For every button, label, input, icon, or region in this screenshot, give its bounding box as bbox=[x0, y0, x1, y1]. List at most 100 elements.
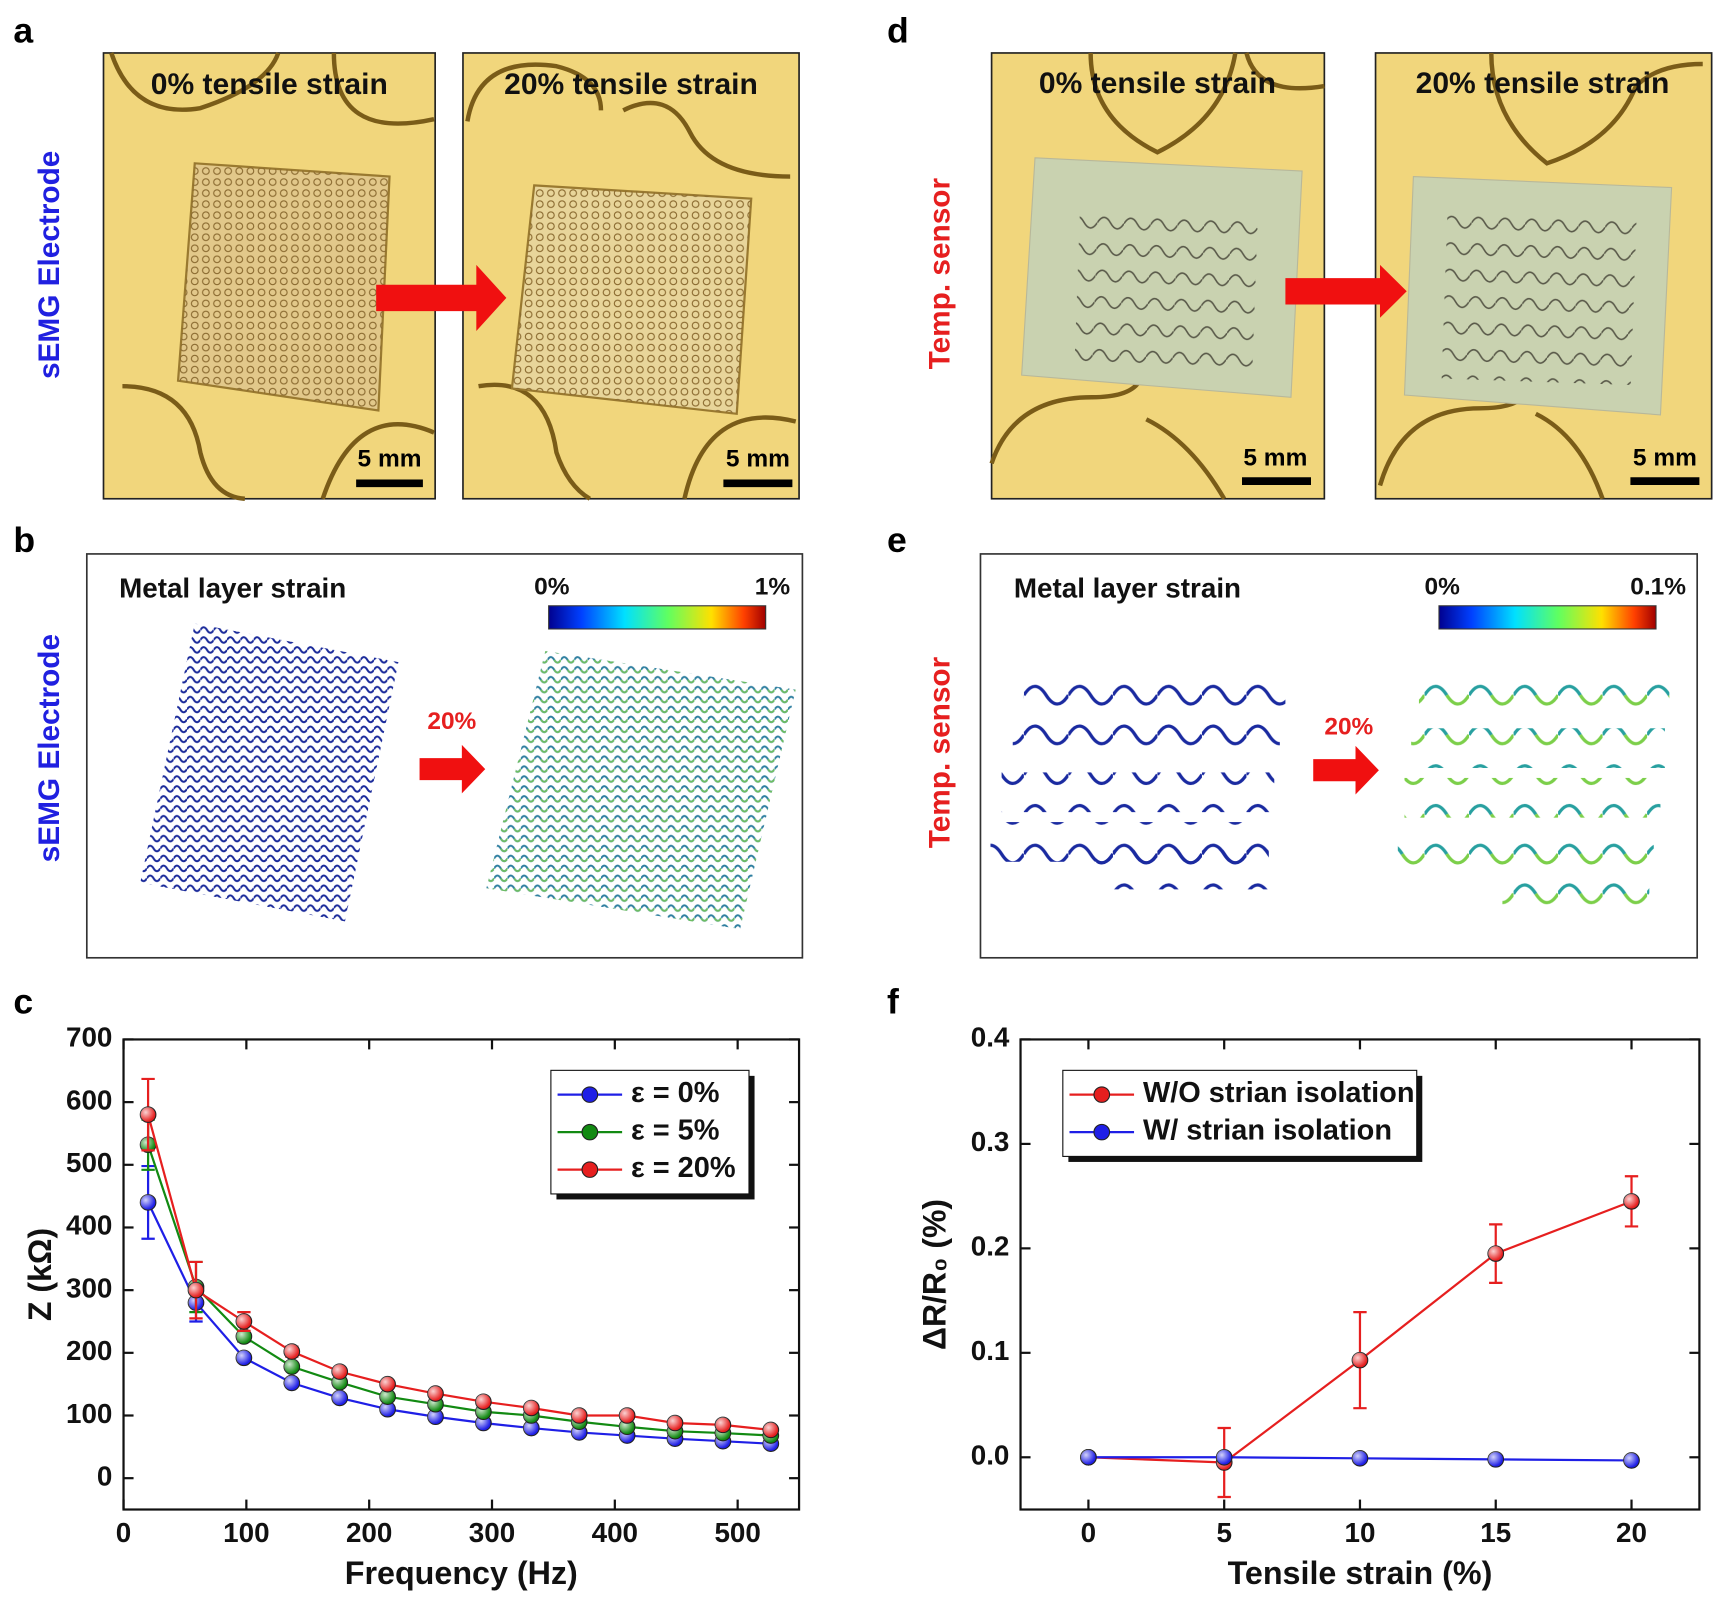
point-highlight bbox=[475, 1393, 492, 1410]
y-axis-label: Z (kΩ) bbox=[22, 1228, 58, 1321]
serpentine-sim bbox=[990, 673, 1286, 890]
sim-title: Metal layer strain bbox=[1014, 573, 1241, 604]
photo-caption: 20% tensile strain bbox=[1416, 67, 1670, 100]
panel-letter: b bbox=[13, 520, 35, 560]
y-tick-label: 300 bbox=[66, 1273, 112, 1304]
arrow-label: 20% bbox=[427, 708, 476, 735]
point-highlight bbox=[236, 1350, 252, 1366]
side-label: sEMG Electrode bbox=[33, 151, 66, 379]
point-highlight bbox=[236, 1313, 252, 1330]
point-highlight bbox=[236, 1328, 252, 1345]
x-axis-label: Frequency (Hz) bbox=[345, 1555, 578, 1591]
point-highlight bbox=[763, 1422, 779, 1438]
x-tick-label: 20 bbox=[1616, 1517, 1647, 1548]
scale-bar-label: 5 mm bbox=[1633, 445, 1697, 472]
panel-letter: f bbox=[887, 982, 899, 1022]
point-highlight bbox=[523, 1400, 540, 1416]
point-highlight bbox=[427, 1409, 444, 1425]
photo-caption: 0% tensile strain bbox=[151, 68, 388, 101]
point-highlight bbox=[1080, 1449, 1097, 1466]
point-highlight bbox=[715, 1417, 731, 1433]
photo bbox=[989, 52, 1326, 500]
x-tick-label: 300 bbox=[469, 1517, 515, 1548]
arrow bbox=[376, 264, 507, 332]
serpentine-sim bbox=[1397, 678, 1670, 912]
point-highlight bbox=[427, 1385, 444, 1402]
legend-box bbox=[1062, 1069, 1418, 1157]
legend-marker bbox=[1093, 1086, 1111, 1103]
arrow bbox=[419, 744, 486, 794]
side-label: Temp. sensor bbox=[923, 178, 956, 370]
y-tick-label: 0 bbox=[97, 1461, 112, 1492]
mesh-sim bbox=[486, 651, 796, 930]
x-tick-label: 5 bbox=[1216, 1517, 1231, 1548]
photo bbox=[1374, 52, 1713, 500]
point-highlight bbox=[1487, 1451, 1504, 1468]
photo bbox=[102, 52, 436, 501]
colorbar-min: 0% bbox=[1425, 574, 1461, 601]
legend-label: ε = 5% bbox=[631, 1115, 719, 1147]
point-highlight bbox=[379, 1376, 396, 1392]
arrow bbox=[1285, 264, 1407, 318]
point-highlight bbox=[379, 1388, 396, 1405]
legend-marker bbox=[581, 1086, 599, 1103]
x-tick-label: 0 bbox=[116, 1517, 131, 1548]
x-axis-label: Tensile strain (%) bbox=[1228, 1555, 1493, 1591]
legend-marker bbox=[581, 1123, 599, 1141]
y-tick-label: 100 bbox=[66, 1398, 112, 1429]
y-tick-label: 0.0 bbox=[971, 1440, 1010, 1471]
point-highlight bbox=[140, 1194, 156, 1211]
y-tick-label: 0.3 bbox=[971, 1126, 1010, 1157]
x-tick-label: 400 bbox=[592, 1517, 638, 1548]
y-tick-label: 700 bbox=[66, 1022, 112, 1053]
point-highlight bbox=[284, 1375, 300, 1391]
photo-caption: 0% tensile strain bbox=[1039, 67, 1276, 100]
y-tick-label: 0.4 bbox=[971, 1022, 1010, 1053]
plot-frame bbox=[122, 1038, 801, 1511]
sim-title: Metal layer strain bbox=[119, 573, 346, 604]
colorbar-min: 0% bbox=[534, 574, 570, 601]
point-highlight bbox=[331, 1363, 348, 1380]
legend-label: W/ strian isolation bbox=[1143, 1115, 1392, 1147]
panel-letter: e bbox=[887, 520, 907, 560]
legend-marker bbox=[1093, 1123, 1111, 1141]
x-tick-label: 0 bbox=[1081, 1517, 1096, 1548]
arrow bbox=[1313, 745, 1379, 795]
colorbar bbox=[548, 605, 767, 630]
side-label: Temp. sensor bbox=[923, 656, 956, 848]
point-highlight bbox=[1216, 1449, 1232, 1466]
point-highlight bbox=[475, 1415, 492, 1431]
arrow-label: 20% bbox=[1324, 714, 1373, 741]
x-tick-label: 10 bbox=[1344, 1517, 1375, 1548]
point-highlight bbox=[140, 1106, 156, 1123]
point-highlight bbox=[1623, 1452, 1640, 1469]
scale-bar-label: 5 mm bbox=[1243, 445, 1307, 472]
x-tick-label: 100 bbox=[223, 1517, 269, 1548]
x-tick-label: 200 bbox=[346, 1517, 392, 1548]
mesh-sim bbox=[140, 623, 399, 922]
scale-bar-label: 5 mm bbox=[358, 446, 422, 473]
y-tick-label: 0.1 bbox=[971, 1335, 1010, 1366]
y-tick-label: 600 bbox=[66, 1085, 112, 1116]
point-highlight bbox=[523, 1420, 540, 1436]
colorbar-max: 1% bbox=[755, 574, 791, 601]
photo bbox=[462, 52, 800, 501]
point-highlight bbox=[619, 1407, 635, 1424]
colorbar-max: 0.1% bbox=[1630, 574, 1686, 601]
panel-letter: a bbox=[13, 11, 33, 51]
y-tick-label: 400 bbox=[66, 1210, 112, 1241]
y-tick-label: 0.2 bbox=[971, 1231, 1010, 1262]
point-highlight bbox=[1352, 1450, 1368, 1467]
y-tick-label: 200 bbox=[66, 1335, 112, 1366]
point-highlight bbox=[284, 1358, 300, 1375]
point-highlight bbox=[667, 1415, 683, 1431]
panel-letter: c bbox=[13, 982, 33, 1022]
panel-letter: d bbox=[887, 11, 909, 51]
colorbar bbox=[1438, 605, 1657, 630]
legend-label: ε = 0% bbox=[631, 1077, 719, 1109]
point-highlight bbox=[571, 1407, 587, 1424]
point-highlight bbox=[284, 1343, 300, 1360]
x-tick-label: 15 bbox=[1480, 1517, 1511, 1548]
point-highlight bbox=[1487, 1245, 1504, 1262]
